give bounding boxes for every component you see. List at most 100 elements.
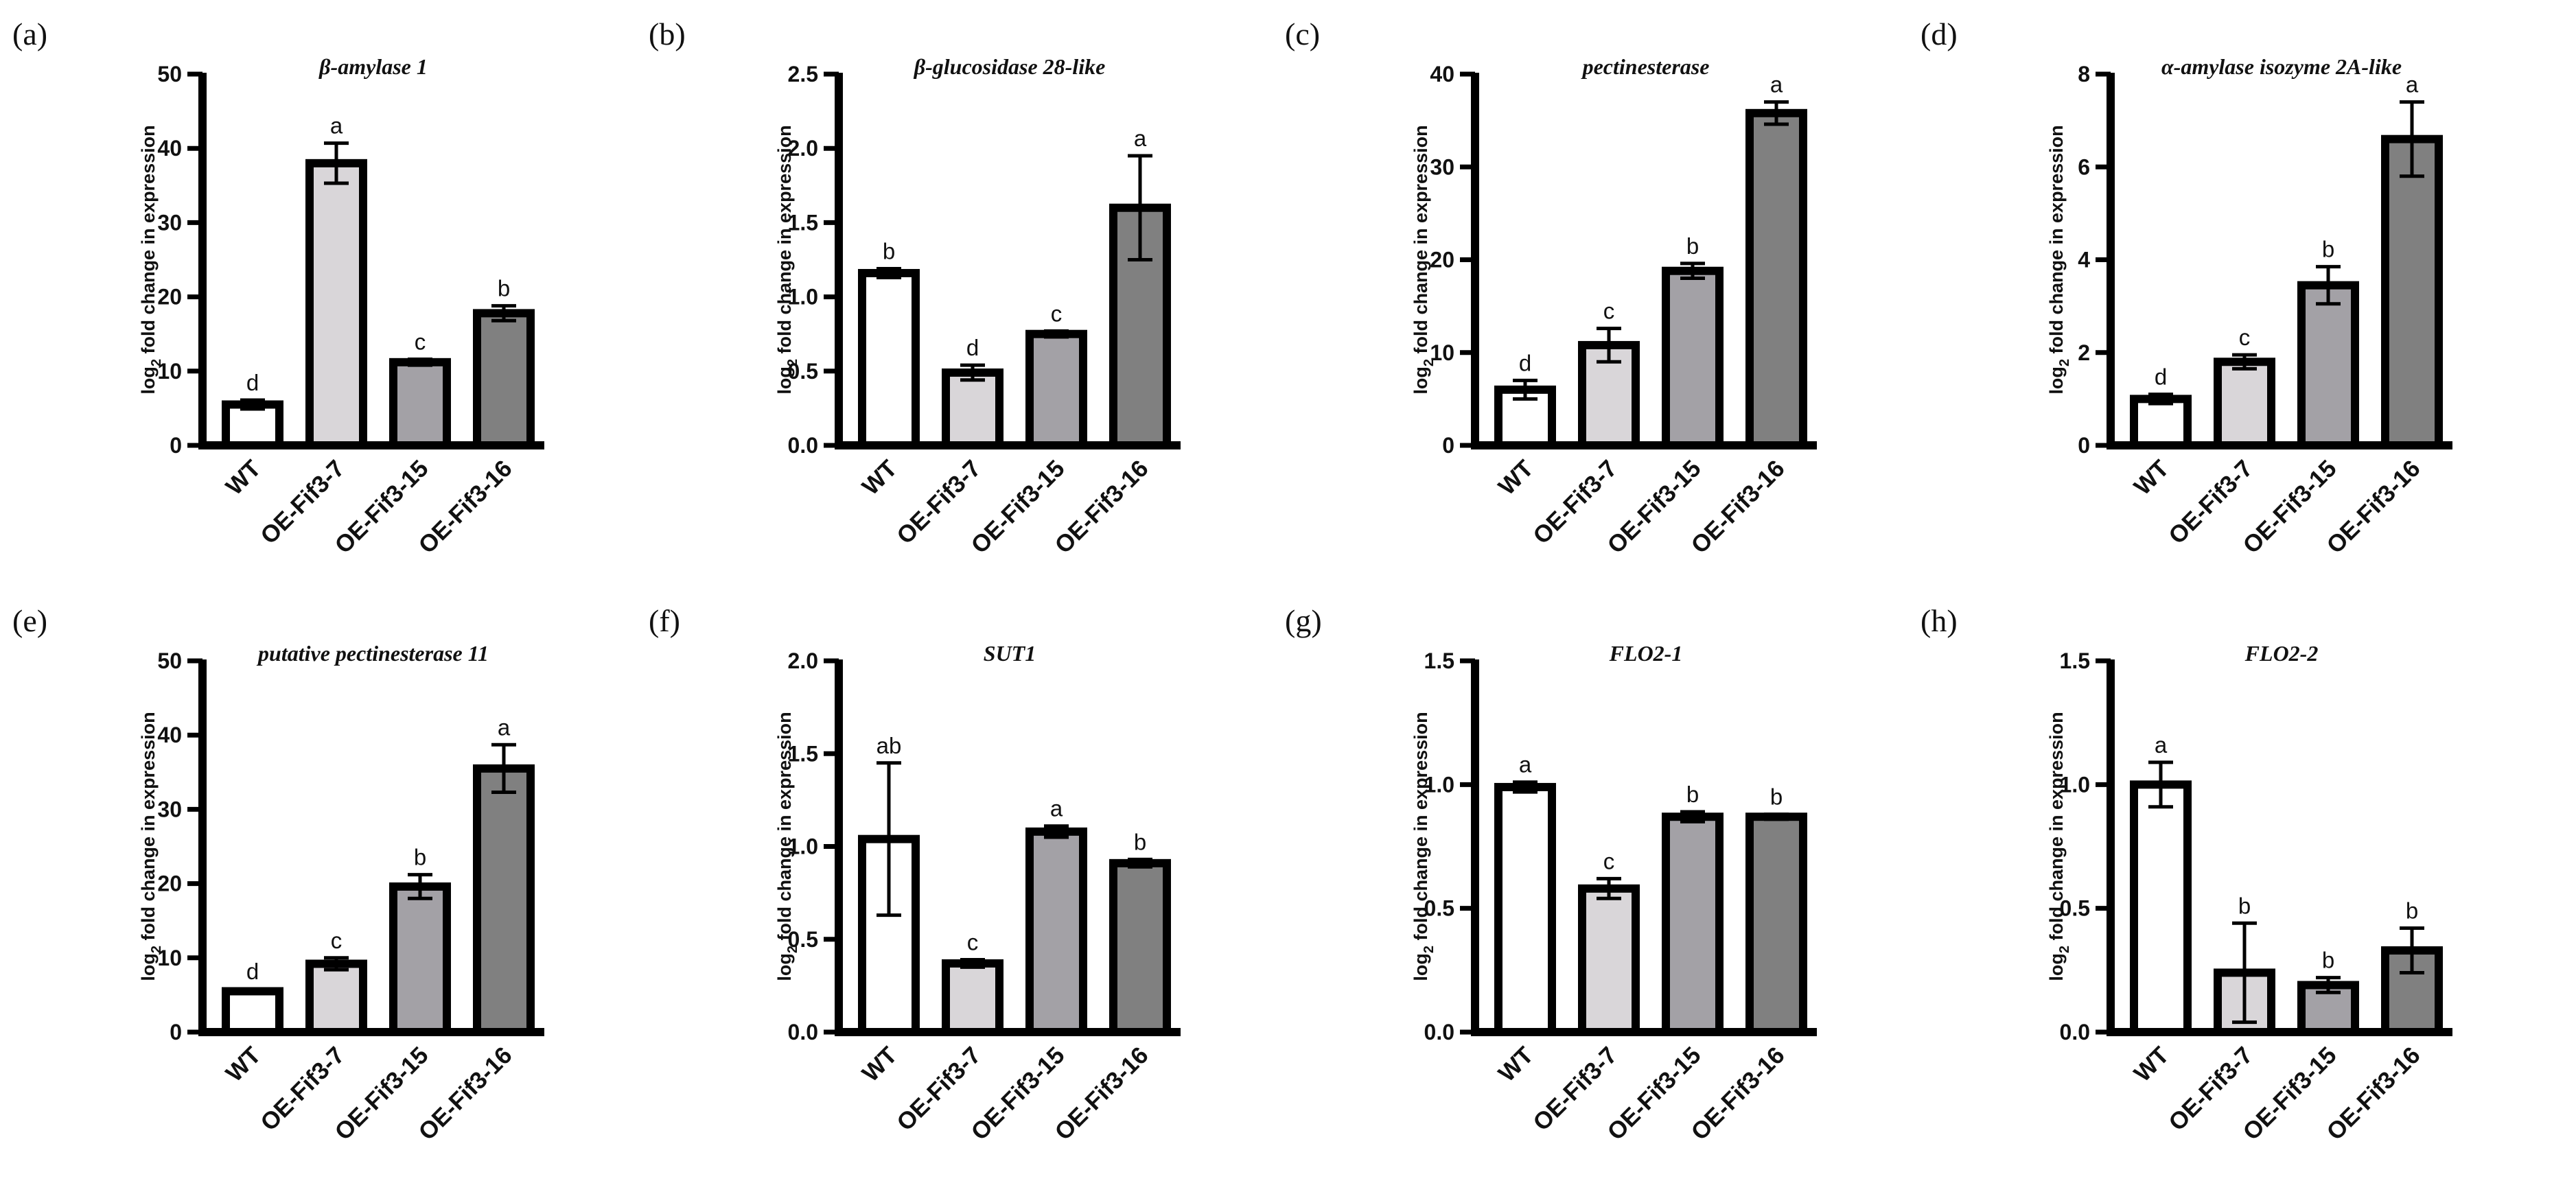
panel-label: (f): [649, 603, 680, 638]
significance-label: c: [331, 928, 343, 953]
panel-label: (a): [12, 16, 47, 51]
y-tick-label: 1.0: [2060, 772, 2090, 797]
chart-title: pectinesterase: [1581, 54, 1710, 79]
significance-label: a: [1770, 72, 1783, 97]
significance-label: a: [1519, 752, 1532, 777]
chart-panel: (d) α-amylase isozyme 2A-like log2 fold ch…: [1921, 16, 2452, 559]
chart-title: SUT1: [984, 641, 1036, 666]
y-tick-label: 8: [2078, 62, 2090, 86]
significance-label: b: [2238, 893, 2251, 918]
y-axis-label: log2 fold change in expression: [1411, 712, 1437, 981]
y-tick-label: 6: [2078, 154, 2090, 179]
y-tick-label: 2: [2078, 340, 2090, 365]
chart-panel: (g) FLO2-1 log2 fold change in expression 0…: [1285, 603, 1817, 1145]
significance-label: c: [1603, 299, 1615, 324]
y-tick-label: 20: [157, 872, 182, 896]
y-tick-label: 20: [157, 285, 182, 309]
panel-label: (b): [649, 16, 686, 51]
y-tick-label: 20: [1430, 248, 1454, 272]
y-axis-label: log2 fold change in expression: [2046, 712, 2072, 981]
significance-label: b: [1686, 782, 1699, 807]
y-tick-label: 0: [170, 1020, 182, 1044]
y-tick-label: 0: [2078, 433, 2090, 458]
bar: [389, 882, 451, 1037]
y-axis-label: log2 fold change in expression: [1411, 125, 1437, 394]
significance-label: a: [330, 113, 343, 139]
bar: [2130, 395, 2192, 449]
y-tick-label: 4: [2078, 248, 2090, 272]
significance-label: c: [415, 329, 426, 354]
x-category-label: WT: [221, 1042, 266, 1087]
bar: [2297, 281, 2359, 449]
y-tick-label: 40: [1430, 62, 1454, 86]
bar: [2130, 780, 2192, 1036]
chart-title: FLO2-2: [2244, 641, 2319, 666]
significance-label: a: [1134, 126, 1147, 151]
y-tick-label: 0: [1442, 433, 1454, 458]
panel-label: (c): [1285, 16, 1320, 51]
significance-label: a: [1050, 796, 1063, 821]
significance-label: c: [1603, 848, 1615, 874]
bar: [1745, 108, 1807, 449]
chart-panel: (b) β-glucosidase 28-like log2 fold change…: [649, 16, 1181, 559]
significance-label: b: [414, 845, 426, 870]
y-tick-label: 50: [157, 62, 182, 86]
panel-label: (g): [1285, 603, 1322, 638]
chart-panel: (a) β-amylase 1 log2 fold change in expres…: [12, 16, 544, 559]
x-category-label: WT: [2129, 1042, 2174, 1087]
panel-label: (d): [1921, 16, 1958, 51]
bar: [305, 159, 367, 449]
y-tick-label: 0.5: [788, 927, 818, 952]
significance-label: a: [2155, 732, 2168, 758]
y-tick-label: 0.5: [2060, 896, 2090, 921]
bar: [473, 309, 535, 449]
significance-label: a: [2406, 72, 2419, 97]
significance-label: ab: [877, 733, 902, 758]
significance-label: d: [2155, 364, 2167, 390]
x-category-label: WT: [857, 455, 903, 500]
y-tick-label: 0.0: [788, 433, 818, 458]
y-axis-label: log2 fold change in expression: [2046, 125, 2072, 394]
significance-label: c: [967, 930, 979, 955]
y-axis-label: log2 fold change in expression: [138, 712, 164, 981]
x-category-label: WT: [857, 1042, 903, 1087]
y-tick-label: 1.5: [1424, 648, 1454, 673]
bar: [473, 764, 535, 1036]
y-tick-label: 1.0: [788, 285, 818, 309]
y-tick-label: 1.5: [2060, 648, 2090, 673]
significance-label: d: [246, 959, 259, 984]
y-tick-label: 0.0: [2060, 1020, 2090, 1044]
y-tick-label: 10: [157, 946, 182, 970]
chart-title: α-amylase isozyme 2A-like: [2161, 54, 2402, 79]
bar: [1662, 266, 1724, 450]
panel-label: (h): [1921, 603, 1958, 638]
x-category-label: WT: [1494, 455, 1539, 500]
y-tick-label: 0.5: [788, 359, 818, 384]
bar: [305, 959, 367, 1036]
y-tick-label: 2.5: [788, 62, 818, 86]
y-axis-label: log2 fold change in expression: [774, 125, 800, 394]
significance-label: c: [2239, 325, 2251, 350]
y-axis-label: log2 fold change in expression: [774, 712, 800, 981]
bar: [1109, 858, 1171, 1036]
significance-label: d: [1519, 350, 1531, 375]
significance-label: d: [966, 335, 979, 360]
bar: [1745, 812, 1807, 1036]
y-tick-label: 10: [1430, 340, 1454, 365]
significance-label: a: [498, 714, 511, 740]
chart-title: FLO2-1: [1609, 641, 1683, 666]
panel-label: (e): [12, 603, 47, 638]
x-category-label: WT: [221, 455, 266, 500]
y-tick-label: 10: [157, 359, 182, 384]
x-category-label: WT: [2129, 455, 2174, 500]
bar: [942, 959, 1003, 1036]
y-tick-label: 40: [157, 136, 182, 161]
significance-label: c: [1051, 301, 1063, 326]
bar: [389, 358, 451, 449]
bar: [858, 268, 920, 450]
y-tick-label: 30: [1430, 154, 1454, 179]
y-tick-label: 0.0: [1424, 1020, 1454, 1044]
chart-panel: (c) pectinesterase log2 fold change in exp…: [1285, 16, 1817, 559]
significance-label: b: [1770, 784, 1783, 810]
